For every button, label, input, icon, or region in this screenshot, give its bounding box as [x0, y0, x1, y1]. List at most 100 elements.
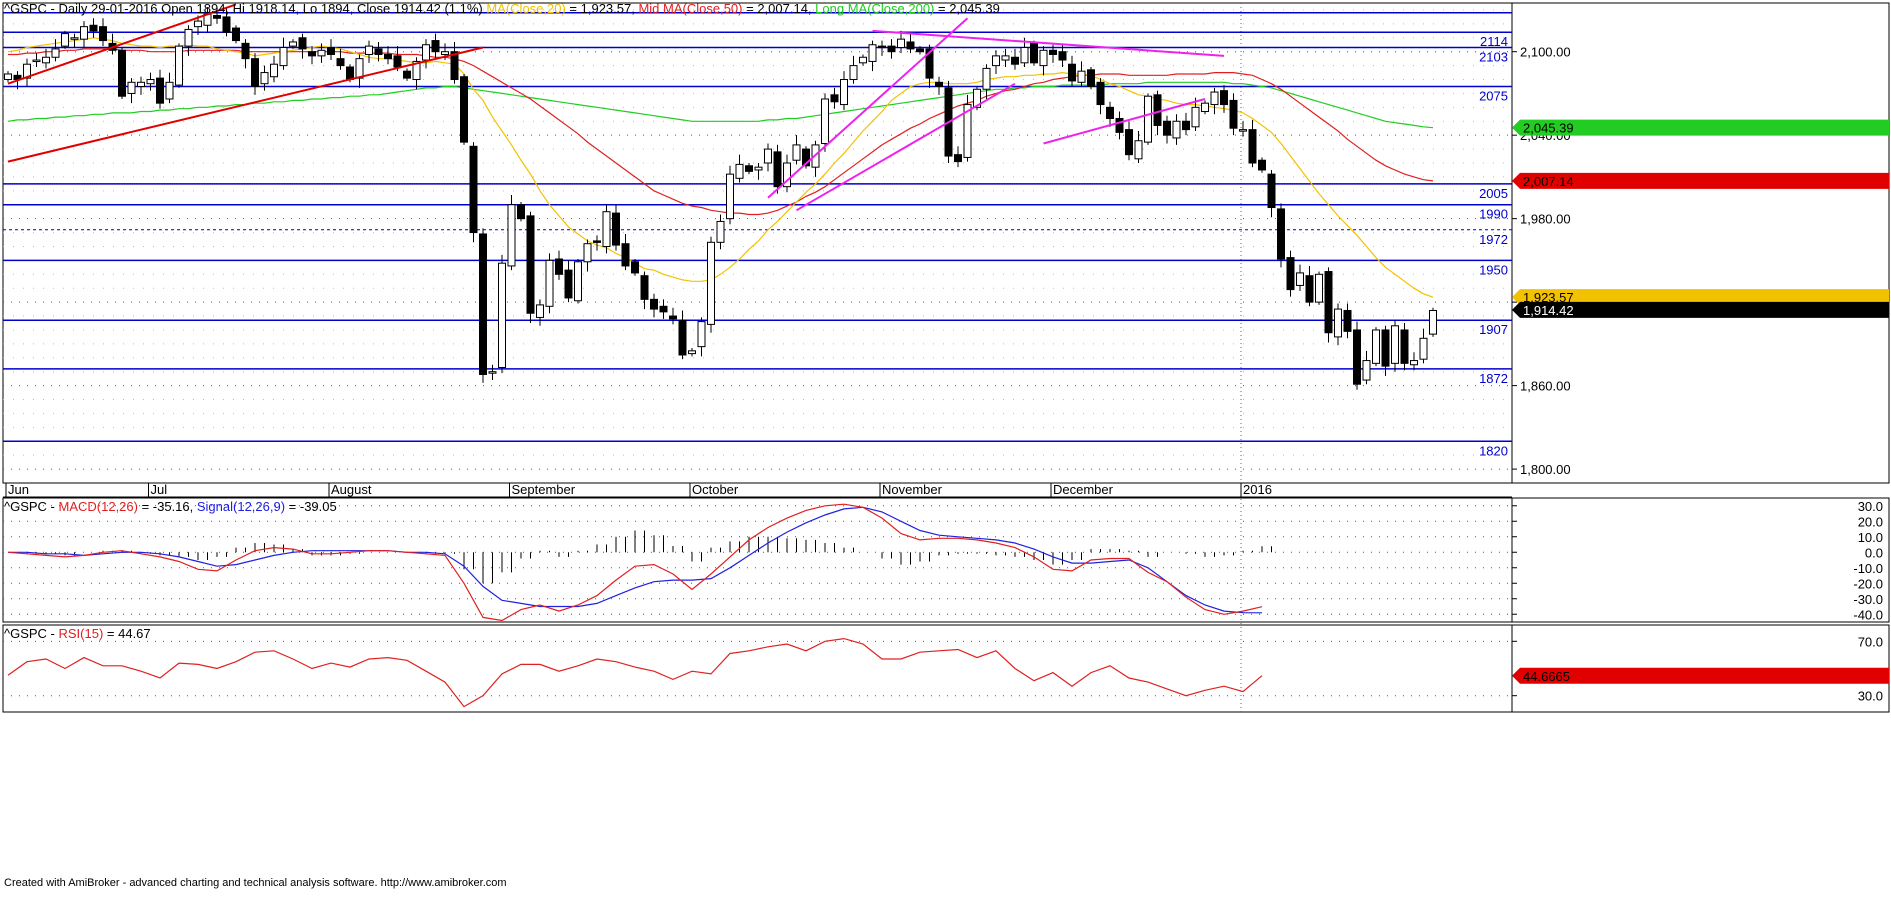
candle-body	[707, 241, 715, 325]
title-part: MA(Close,20)	[486, 1, 565, 16]
level-label: 1972	[1479, 232, 1508, 247]
candle-body	[1068, 63, 1076, 82]
price-axis-label: 1,800.00	[1520, 462, 1571, 477]
candle-body	[1372, 329, 1380, 364]
candle-body	[849, 65, 858, 81]
candle-body	[1011, 56, 1019, 65]
rsi-axis-label: 70.0	[1858, 634, 1883, 649]
candle-body	[621, 243, 630, 267]
month-label: 2016	[1243, 482, 1272, 497]
candle-body	[536, 304, 544, 318]
candle-body	[868, 44, 877, 62]
candle-body	[308, 51, 316, 57]
candle-body	[232, 27, 240, 42]
candle-body	[241, 42, 250, 60]
title-part: ^GSPC -	[4, 499, 59, 514]
candle-body	[298, 37, 307, 50]
candle-body	[640, 275, 649, 300]
candle-body	[1144, 95, 1152, 143]
candle-body	[1049, 49, 1057, 55]
candle-body	[260, 72, 269, 85]
price-axis: 2,100.002,040.001,980.001,920.001,860.00…	[1512, 45, 1889, 477]
candle-body	[526, 215, 535, 314]
candle-body	[545, 259, 554, 307]
candle-body	[1334, 308, 1342, 338]
candle-body	[1020, 47, 1029, 64]
candle-body	[783, 162, 791, 188]
level-label: 1950	[1479, 262, 1508, 277]
title-part: RSI(15)	[59, 626, 104, 641]
candle-body	[593, 240, 601, 243]
candle-body	[954, 154, 962, 163]
trendlines	[7, 3, 1225, 212]
macd-axis-label: -20.0	[1853, 576, 1883, 591]
candle-body	[1305, 275, 1314, 303]
candle-body	[365, 45, 373, 55]
candle-body	[992, 55, 1000, 67]
candle-body	[156, 77, 164, 104]
candle-body	[1087, 69, 1095, 87]
candle-body	[830, 94, 839, 103]
candle-body	[602, 211, 611, 247]
candle-body	[422, 44, 430, 61]
candle-body	[327, 47, 335, 55]
month-label: September	[512, 482, 576, 497]
candle-body	[1429, 309, 1437, 335]
title-part: ^GSPC -	[4, 626, 59, 641]
candle-body	[61, 33, 69, 47]
candle-body	[678, 319, 687, 356]
candle-body	[137, 81, 145, 87]
month-label: Jul	[151, 482, 168, 497]
candle-body	[574, 261, 582, 302]
month-axis: Jun Jul August September October November Dece…	[3, 482, 1512, 498]
candle-body	[1362, 360, 1371, 381]
level-label: 1907	[1479, 322, 1508, 337]
month-label: Jun	[8, 482, 29, 497]
price-badge-label: 1,914.42	[1523, 303, 1574, 318]
candle-body	[1277, 208, 1285, 260]
panel-frame-1	[2, 2, 1890, 484]
candle-body	[1030, 42, 1038, 64]
candle-body	[859, 56, 867, 64]
candle-body	[317, 49, 326, 57]
trendline	[7, 3, 237, 85]
candle-body	[688, 350, 696, 355]
candle-body	[669, 315, 677, 320]
candle-body	[1324, 271, 1333, 334]
candle-body	[1315, 273, 1323, 303]
title-part: = 44.67	[103, 626, 150, 641]
candle-body	[1286, 257, 1295, 291]
candle-body	[754, 166, 763, 171]
price-badge-label: 1,923.57	[1523, 290, 1574, 305]
candle-body	[1229, 99, 1238, 129]
candle-body	[403, 70, 411, 79]
title-part: = 1,923.57,	[566, 1, 639, 16]
candle-body	[469, 145, 478, 234]
candle-body	[773, 151, 782, 188]
candle-body	[118, 49, 126, 97]
candle-body	[1267, 173, 1276, 209]
candle-body	[479, 233, 487, 375]
macd-axis-label: 30.0	[1858, 499, 1883, 514]
candle-body	[460, 76, 468, 143]
candle-body	[735, 163, 744, 179]
candle-body	[4, 73, 12, 81]
candle-body	[1343, 309, 1352, 332]
signal-line	[8, 506, 1263, 614]
candle-body	[127, 81, 136, 94]
candle-body	[906, 41, 915, 50]
rsi-badge	[1512, 667, 1889, 684]
candle-body	[925, 48, 934, 79]
candle-body	[1201, 102, 1209, 113]
candle-body	[1410, 360, 1418, 366]
candle-body	[1039, 49, 1048, 67]
candle-body	[99, 26, 107, 42]
candle-body	[802, 148, 810, 167]
month-label: October	[692, 482, 739, 497]
candle-body	[1248, 129, 1257, 164]
price-badge	[1512, 289, 1889, 306]
price-axis-label: 2,100.00	[1520, 45, 1571, 60]
